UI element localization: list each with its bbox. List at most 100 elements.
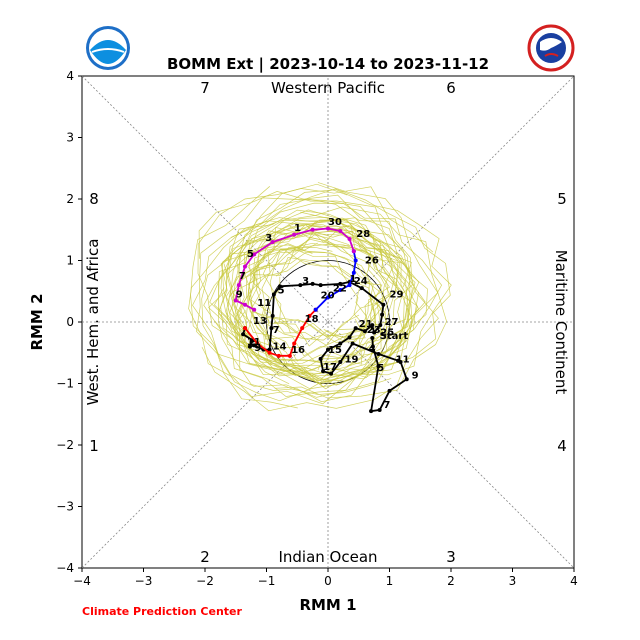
series-point: [310, 281, 315, 286]
day-label: 18: [305, 314, 319, 325]
x-tick-label: −2: [196, 574, 214, 588]
day-label: 13: [253, 316, 267, 327]
series-point: [370, 323, 375, 328]
ensemble-member-line: [220, 217, 416, 385]
x-tick-label: −1: [258, 574, 276, 588]
series-point: [321, 369, 326, 374]
series-point: [347, 283, 352, 288]
phase-7-label: 7: [200, 79, 210, 97]
series-line-observed: [242, 281, 408, 413]
series-point: [338, 288, 343, 293]
ensemble-member-line: [218, 222, 413, 403]
ensemble-member-line: [209, 209, 399, 371]
series-point: [326, 347, 330, 352]
y-tick-label: 2: [66, 192, 74, 206]
day-label: 9: [412, 371, 419, 382]
series-point: [359, 286, 364, 291]
y-tick-label: −3: [56, 500, 74, 514]
series-point: [233, 298, 238, 303]
day-label: 28: [356, 229, 370, 240]
day-label: 25: [380, 328, 394, 339]
day-label: 20: [321, 291, 335, 302]
series-point: [326, 295, 330, 300]
day-label: 3: [265, 233, 272, 244]
series-point: [287, 353, 292, 358]
series-point: [396, 358, 401, 363]
series-point: [369, 409, 374, 414]
series-point: [270, 240, 275, 245]
day-label: 1: [350, 274, 357, 285]
y-axis-label: RMM 2: [28, 293, 46, 350]
series-point: [372, 330, 377, 335]
y-tick-label: −4: [56, 561, 74, 575]
series-point: [329, 371, 334, 376]
series-point: [347, 335, 352, 340]
series-point: [376, 351, 381, 356]
y-tick-label: 3: [66, 131, 74, 145]
day-label: 5: [247, 249, 254, 260]
series-point: [338, 228, 343, 233]
series-point: [300, 326, 305, 331]
phase-8-label: 8: [89, 190, 99, 208]
series-point: [338, 341, 343, 346]
series-point: [292, 341, 297, 346]
ensemble-member-line: [197, 182, 439, 382]
series-point: [241, 332, 246, 337]
ensemble-member-line: [256, 219, 395, 347]
series-point: [381, 302, 386, 307]
series-point: [362, 329, 367, 334]
x-axis-label: RMM 1: [299, 596, 356, 614]
day-label: 29: [390, 289, 404, 300]
series-point: [353, 326, 358, 331]
ensemble-member-line: [230, 243, 387, 380]
series-point: [242, 302, 247, 307]
day-label: 27: [385, 317, 399, 328]
day-label: 19: [345, 355, 359, 366]
series-point: [252, 307, 257, 312]
day-label: 24: [354, 276, 368, 287]
series-point: [278, 284, 283, 289]
series-point: [351, 270, 356, 275]
series-point: [318, 356, 323, 361]
ensemble-member-line: [244, 224, 384, 341]
x-tick-label: 1: [386, 574, 394, 588]
series-point: [326, 226, 330, 231]
day-label: 16: [291, 345, 305, 356]
series-point: [267, 347, 272, 352]
series-point: [270, 313, 275, 318]
region-indian-ocean: Indian Ocean: [278, 548, 377, 566]
day-label: 5: [278, 286, 285, 297]
series-point: [310, 227, 315, 232]
series-point: [380, 312, 385, 317]
phase-5-label: 5: [557, 190, 567, 208]
series-point: [269, 326, 274, 331]
series-point: [255, 341, 260, 346]
ensemble-member-line: [253, 229, 391, 338]
day-label: 7: [273, 325, 280, 336]
series-point: [313, 307, 318, 312]
day-label: 7: [383, 400, 390, 411]
ensemble-member-line: [201, 209, 439, 412]
day-label: 9: [254, 343, 261, 354]
ensemble-member-line: [246, 233, 420, 382]
ensemble-member-line: [239, 259, 386, 372]
day-label: 7: [239, 271, 246, 282]
series-point: [298, 283, 303, 288]
region-west-hem-africa: West. Hem. and Africa: [84, 239, 102, 406]
series-point: [307, 313, 312, 318]
region-maritime-continent: Maritime Continent: [552, 250, 570, 395]
day-label: 26: [365, 256, 379, 267]
x-tick-label: 2: [447, 574, 455, 588]
day-label: 11: [247, 337, 261, 348]
series-point: [318, 283, 323, 288]
noaa-logo: [86, 26, 130, 70]
ensemble-member-line: [220, 211, 411, 386]
day-label: 4: [369, 344, 376, 355]
y-tick-label: 1: [66, 254, 74, 268]
x-tick-label: 0: [324, 574, 332, 588]
ensemble-tracks: [188, 182, 452, 412]
x-tick-label: −3: [135, 574, 153, 588]
